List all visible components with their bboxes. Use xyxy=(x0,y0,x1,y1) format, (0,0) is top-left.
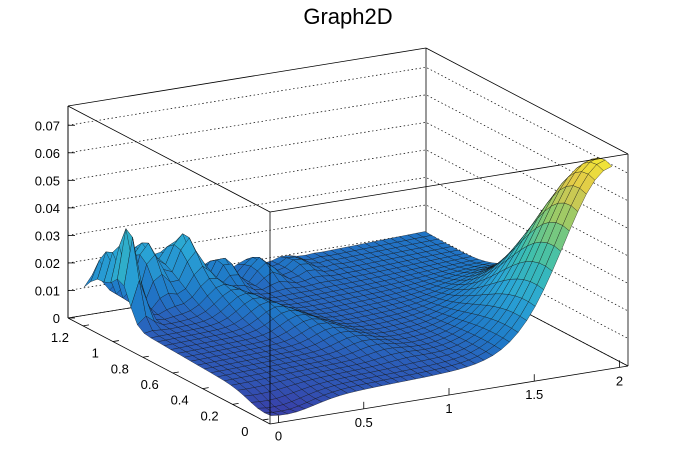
y-tick-label: 0.2 xyxy=(201,408,219,423)
y-tick-mark xyxy=(202,387,209,390)
y-tick-mark xyxy=(262,418,269,421)
y-axis-line xyxy=(67,317,271,425)
z-tick-label: 0.06 xyxy=(35,146,60,161)
z-tick-label: 0.01 xyxy=(35,283,60,298)
y-tick-label: 0 xyxy=(241,424,248,439)
x-tick-label: 0.5 xyxy=(355,415,373,430)
frame-edge-back-top xyxy=(67,47,427,107)
surface-cell xyxy=(596,159,613,171)
grid-line-z xyxy=(67,94,629,202)
z-tick-label: 0.05 xyxy=(35,173,60,188)
y-tick-mark xyxy=(232,402,239,405)
frame-edge-right-top xyxy=(425,47,629,155)
surface-mesh xyxy=(83,157,613,416)
z-tick-label: 0.02 xyxy=(35,256,60,271)
y-tick-label: 1.2 xyxy=(51,330,69,345)
x-tick-label: 1.5 xyxy=(525,387,543,402)
y-tick-mark xyxy=(112,340,119,342)
frame-edge-left-top xyxy=(67,105,271,213)
y-tick-mark xyxy=(142,355,149,358)
x-tick-label: 0 xyxy=(275,429,282,444)
x-tick-label: 1 xyxy=(445,401,452,416)
y-tick-mark xyxy=(172,371,179,374)
z-tick-label: 0.07 xyxy=(35,118,60,133)
y-tick-label: 0.6 xyxy=(141,377,159,392)
z-tick-label: 0.03 xyxy=(35,228,60,243)
grid-line-z xyxy=(67,149,629,257)
y-tick-label: 0.8 xyxy=(111,361,129,376)
y-tick-label: 1 xyxy=(92,346,99,361)
frame-edge-front-top xyxy=(269,153,629,213)
grid-line-z xyxy=(67,177,629,284)
grid-line-z xyxy=(67,66,629,174)
z-tick-label: 0 xyxy=(53,311,60,326)
z-tick-label: 0.04 xyxy=(35,201,60,216)
y-tick-mark xyxy=(82,324,90,327)
grid-line-z xyxy=(67,121,629,229)
y-tick-label: 0.4 xyxy=(171,393,189,408)
x-tick-label: 2 xyxy=(616,373,623,388)
chart-title: Graph2D xyxy=(303,4,392,29)
axis-ticks: 0 0.5 1 1.5 2 0 0.2 0.4 0.6 0.8 1 1.2 0 0.01 0.02 0.03 0… xyxy=(35,118,623,443)
